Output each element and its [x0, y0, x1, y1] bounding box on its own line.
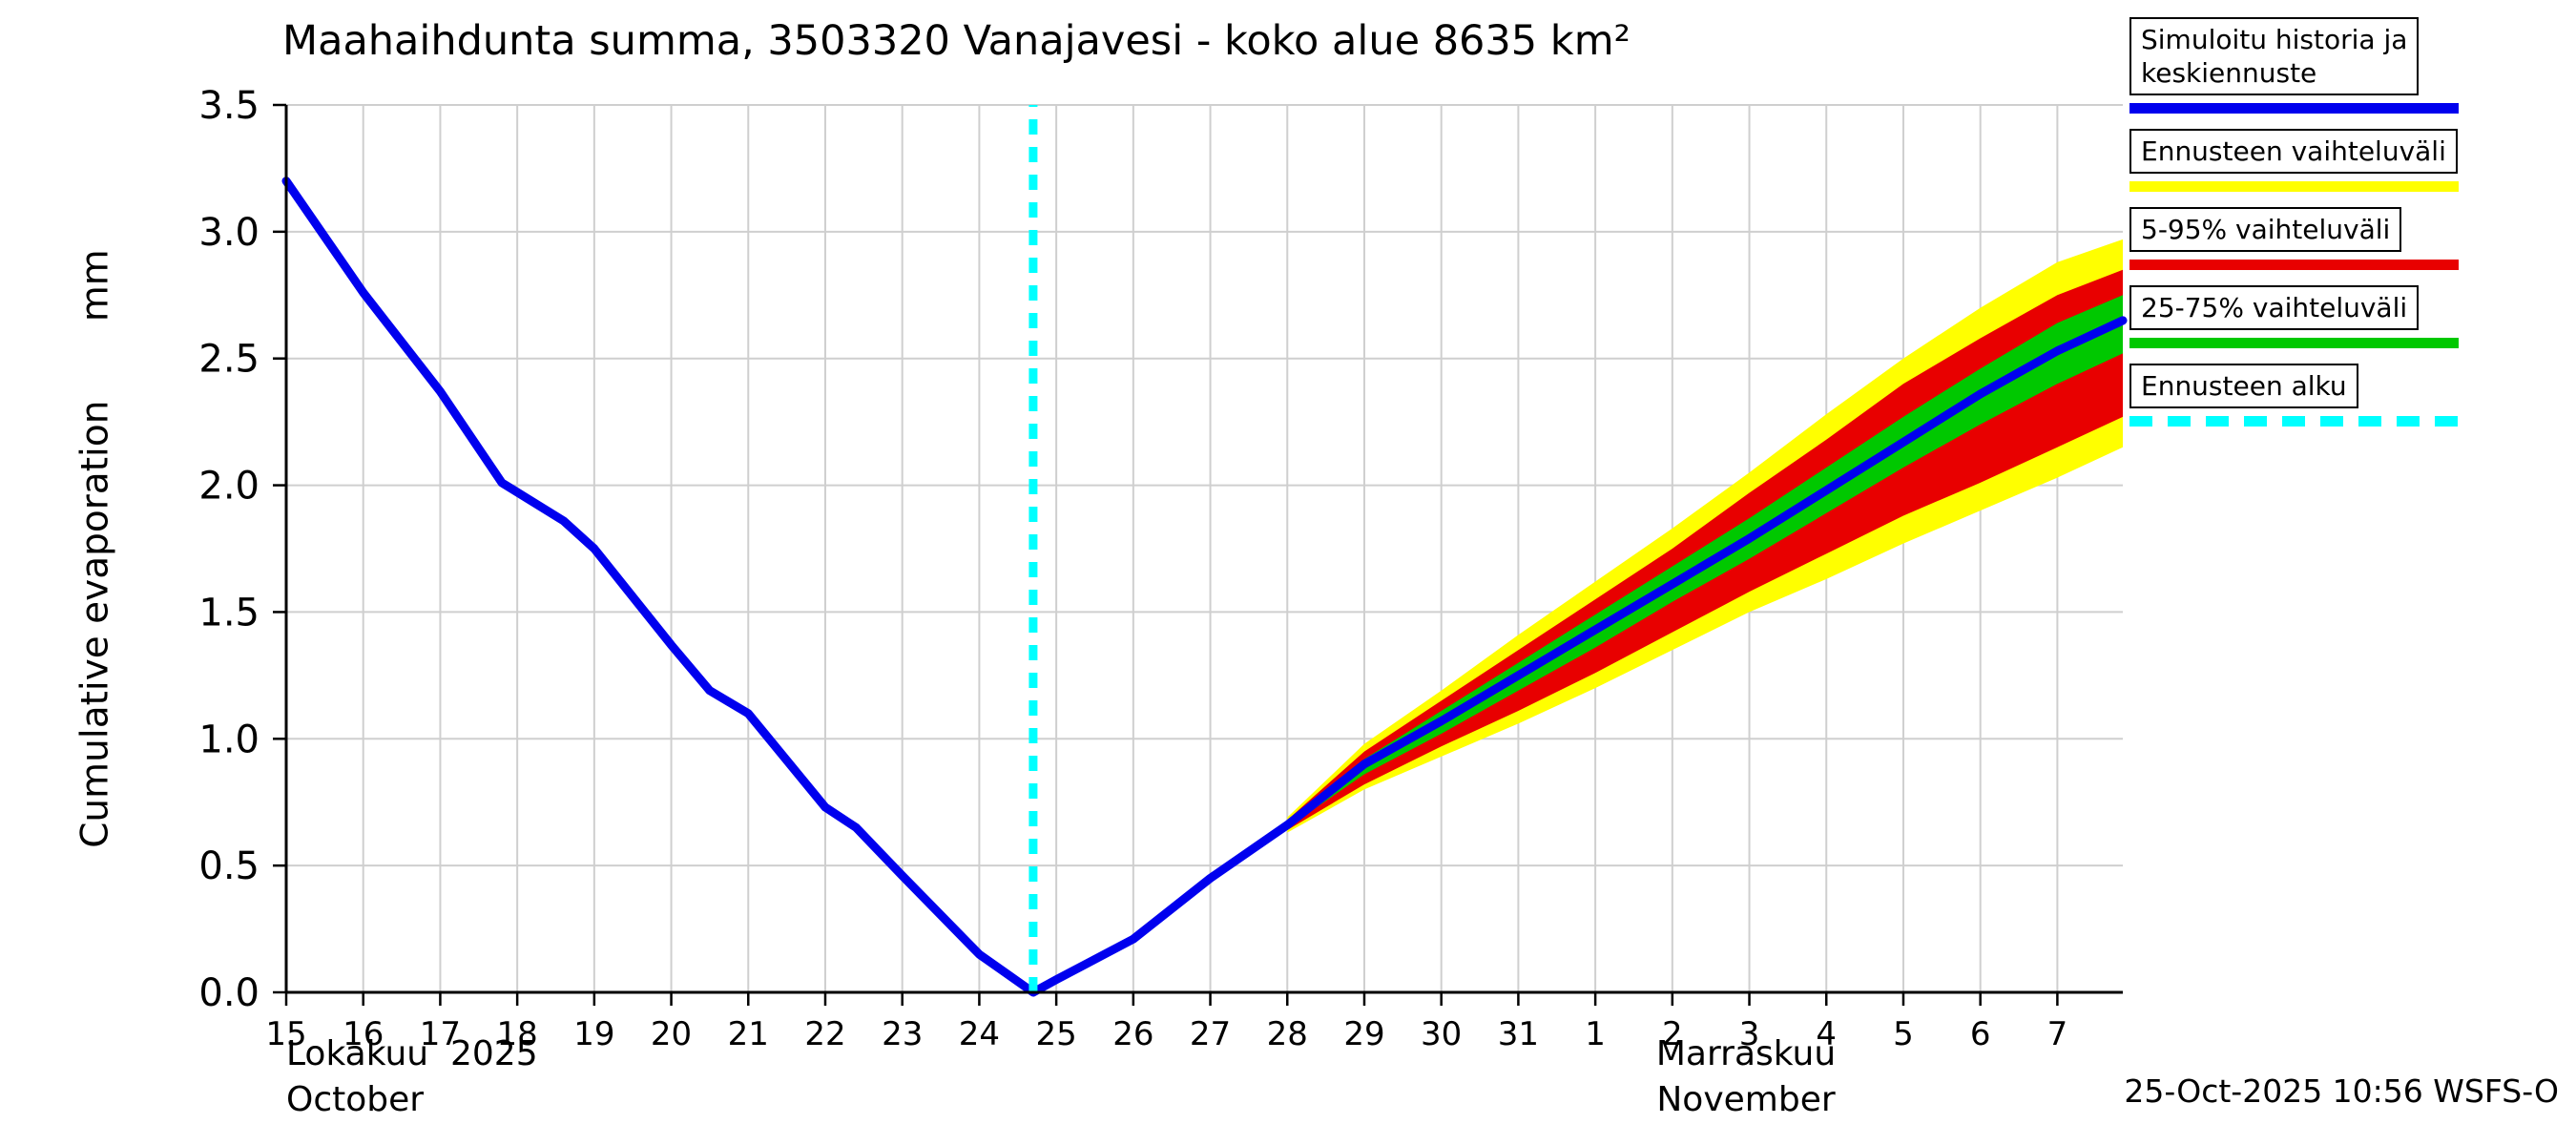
- y-tick-label: 3.0: [198, 211, 260, 255]
- x-tick-label: 17: [420, 1015, 461, 1053]
- legend-swatch: [2129, 103, 2459, 114]
- x-tick-label: 28: [1267, 1015, 1308, 1053]
- legend-label: Ennusteen alku: [2129, 364, 2358, 408]
- y-tick-label: 3.5: [198, 84, 260, 128]
- legend: Simuloitu historia ja keskiennuste Ennuste…: [2129, 17, 2540, 442]
- x-tick-label: 24: [959, 1015, 1000, 1053]
- legend-label: 5-95% vaihteluväli: [2129, 207, 2402, 252]
- x-tick-label: 31: [1498, 1015, 1539, 1053]
- x-tick-label: 29: [1343, 1015, 1384, 1053]
- x-tick-label: 22: [804, 1015, 845, 1053]
- legend-label: 25-75% vaihteluväli: [2129, 285, 2420, 330]
- timestamp-footer: 25-Oct-2025 10:56 WSFS-O: [2124, 1072, 2559, 1110]
- x-tick-label: 15: [265, 1015, 306, 1053]
- x-tick-label: 21: [728, 1015, 769, 1053]
- legend-swatch-dashed: [2129, 416, 2459, 427]
- x-tick-label: 6: [1970, 1015, 1991, 1053]
- x-tick-label: 27: [1190, 1015, 1231, 1053]
- x-tick-label: 26: [1112, 1015, 1153, 1053]
- legend-item: 5-95% vaihteluväli: [2129, 207, 2540, 270]
- legend-swatch: [2129, 181, 2459, 192]
- x-tick-label: 25: [1035, 1015, 1076, 1053]
- chart-title: Maahaihdunta summa, 3503320 Vanajavesi -…: [282, 17, 1631, 65]
- x-tick-label: 30: [1421, 1015, 1462, 1053]
- legend-item: Ennusteen vaihteluväli: [2129, 129, 2540, 192]
- legend-item: 25-75% vaihteluväli: [2129, 285, 2540, 348]
- x-tick-label: 18: [497, 1015, 538, 1053]
- x-tick-label: 5: [1893, 1015, 1914, 1053]
- y-tick-label: 0.0: [198, 971, 260, 1015]
- month-label-october-fi: Lokakuu 2025: [286, 1034, 538, 1073]
- legend-label: Simuloitu historia ja keskiennuste: [2129, 17, 2420, 95]
- y-tick-label: 2.5: [198, 338, 260, 382]
- x-tick-label: 16: [343, 1015, 384, 1053]
- x-tick-label: 3: [1739, 1015, 1760, 1053]
- x-tick-label: 4: [1816, 1015, 1837, 1053]
- legend-item: Ennusteen alku: [2129, 364, 2540, 427]
- y-tick-label: 0.5: [198, 844, 260, 888]
- month-label-november-en: November: [1656, 1080, 1836, 1119]
- y-tick-label: 1.5: [198, 591, 260, 635]
- legend-swatch: [2129, 338, 2459, 348]
- month-label-november-fi: Marraskuu: [1655, 1034, 1837, 1073]
- history-and-median-line: [281, 177, 2128, 997]
- x-tick-label: 1: [1585, 1015, 1606, 1053]
- x-tick-label: 7: [2047, 1015, 2068, 1053]
- legend-swatch: [2129, 260, 2459, 270]
- x-tick-label: 20: [651, 1015, 692, 1053]
- legend-item: Simuloitu historia ja keskiennuste: [2129, 17, 2540, 114]
- x-tick-label: 2: [1662, 1015, 1683, 1053]
- month-label-october-en: October: [286, 1080, 425, 1119]
- legend-label: Ennusteen vaihteluväli: [2129, 129, 2458, 174]
- x-tick-label: 19: [573, 1015, 614, 1053]
- y-tick-label: 1.0: [198, 718, 260, 761]
- x-tick-label: 23: [882, 1015, 923, 1053]
- y-tick-label: 2.0: [198, 465, 260, 509]
